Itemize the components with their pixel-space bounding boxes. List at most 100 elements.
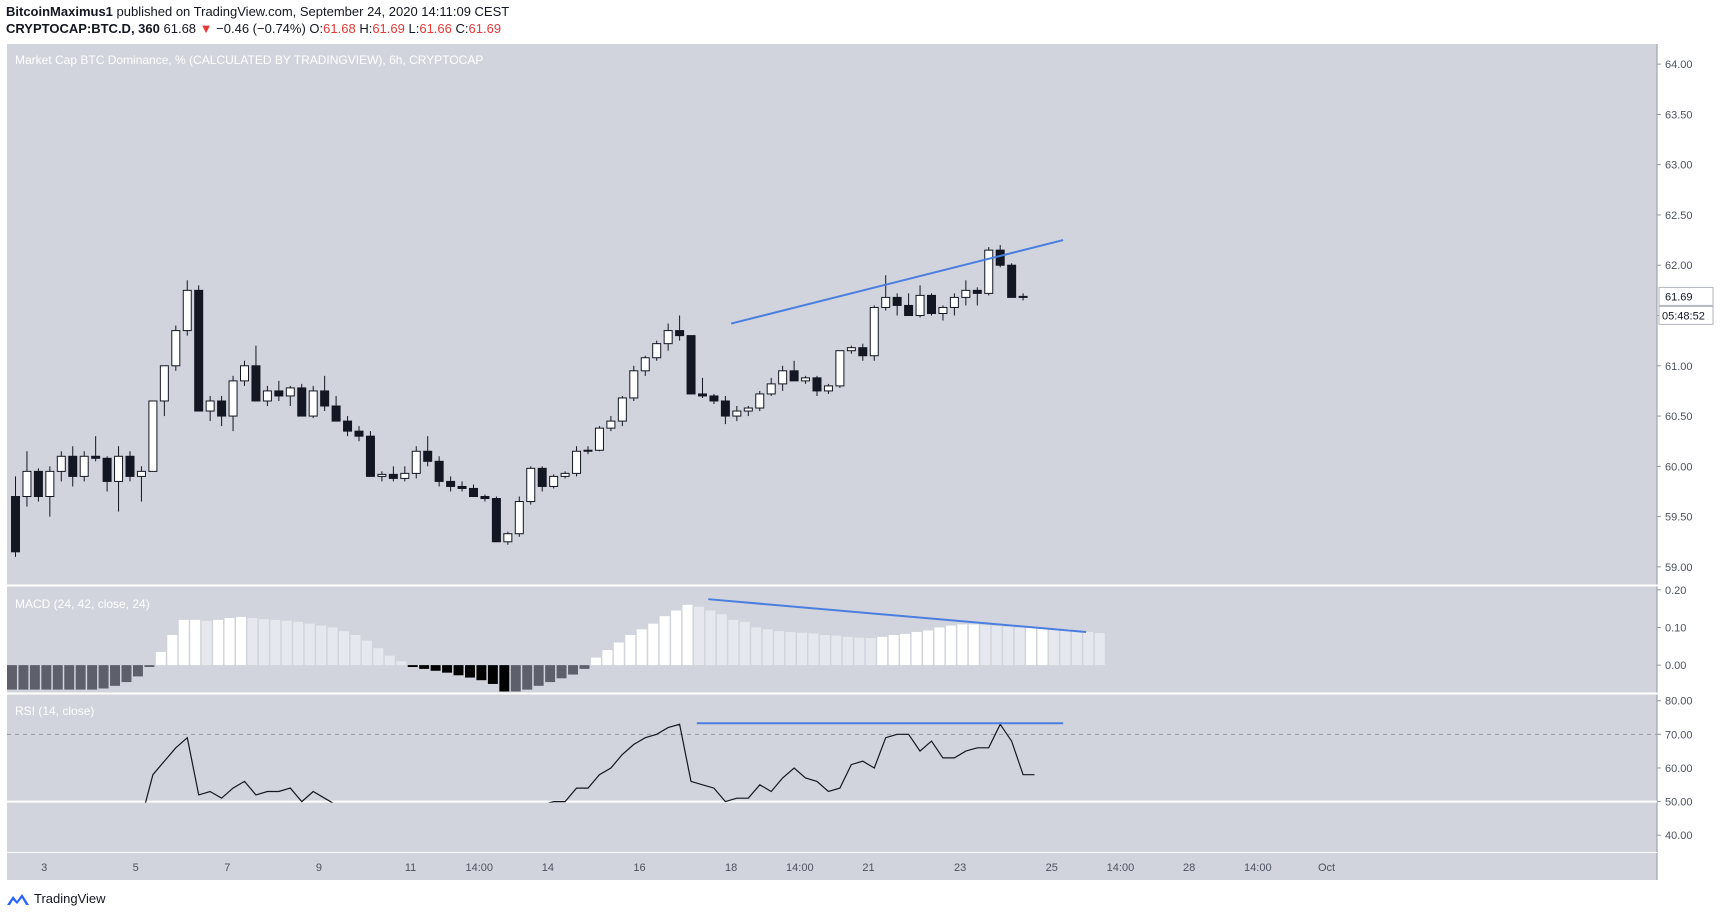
- countdown-label: 05:48:52: [1662, 310, 1705, 322]
- candle-down: [11, 496, 20, 553]
- macd-bar-positive: [224, 618, 235, 666]
- time-axis-label: 5: [133, 862, 139, 874]
- macd-trendline: [708, 598, 1087, 633]
- candle-down: [972, 289, 982, 294]
- macd-bar-positive: [1026, 627, 1036, 666]
- macd-bar-positive: [980, 625, 991, 666]
- price-tick-label: 62.50: [1665, 210, 1693, 222]
- candle-down: [434, 460, 444, 482]
- last-price-label: 61.69: [1665, 291, 1693, 303]
- macd-bar-negative: [7, 665, 17, 690]
- macd-bar-positive: [865, 637, 876, 666]
- candle-down: [423, 450, 433, 462]
- candle-up: [869, 306, 879, 357]
- candle-up: [560, 472, 570, 477]
- candle-up: [606, 420, 616, 429]
- down-arrow-icon: ▼: [199, 21, 213, 36]
- macd-bar-negative: [132, 665, 143, 677]
- high-label: H:: [359, 21, 373, 36]
- rsi-tick-label: 60.00: [1665, 763, 1693, 775]
- time-axis-label: 3: [41, 862, 47, 874]
- macd-bar-positive: [1083, 631, 1094, 666]
- macd-bar-positive: [716, 614, 727, 666]
- candle-up: [915, 294, 925, 317]
- price-tick-label: 60.50: [1665, 411, 1693, 423]
- time-axis-label: 18: [725, 862, 737, 874]
- macd-bar-positive: [613, 642, 624, 666]
- time-axis-label: Oct: [1318, 862, 1335, 874]
- rsi-tick-label: 50.00: [1665, 797, 1693, 809]
- macd-bar-positive: [1060, 628, 1071, 666]
- low-label: L:: [408, 21, 420, 36]
- macd-bar-positive: [327, 627, 338, 666]
- candle-up: [732, 410, 742, 417]
- macd-bar-positive: [201, 620, 212, 666]
- macd-bar-negative: [64, 665, 75, 690]
- macd-bar-positive: [785, 631, 796, 666]
- rsi-tick-label: 70.00: [1665, 729, 1693, 741]
- author-name[interactable]: BitcoinMaximus1: [6, 4, 113, 19]
- candle-up: [778, 370, 788, 385]
- macd-bar-positive: [213, 619, 224, 666]
- candle-up: [846, 347, 856, 352]
- candle-up: [572, 450, 582, 474]
- countdown-box: [1658, 305, 1714, 325]
- macd-bar-positive: [247, 618, 258, 666]
- price-tick-label: 59.50: [1665, 512, 1693, 524]
- macd-bar-positive: [396, 661, 407, 666]
- macd-bar-positive: [258, 619, 269, 666]
- candle-up: [22, 470, 32, 498]
- macd-bar-positive: [648, 623, 659, 666]
- candle-down: [297, 387, 307, 417]
- time-axis-label: 14:00: [1244, 862, 1272, 874]
- open-label: O:: [309, 21, 324, 36]
- rsi-tick-label: 40.00: [1665, 830, 1693, 842]
- macd-bar-positive: [373, 648, 384, 666]
- macd-bar-negative: [87, 665, 98, 690]
- candle-down: [491, 498, 501, 543]
- candle-down: [320, 390, 330, 407]
- candle-down: [698, 393, 707, 397]
- tradingview-footer[interactable]: TradingView: [6, 891, 106, 906]
- candle-down: [789, 370, 799, 382]
- candle-down: [480, 496, 490, 500]
- macd-bar-negative: [579, 665, 590, 669]
- macd-bar-positive: [854, 637, 865, 666]
- macd-bar-positive: [178, 619, 189, 666]
- macd-bar-positive: [339, 631, 349, 666]
- macd-bar-negative: [98, 665, 109, 689]
- candle-up: [663, 330, 673, 345]
- candle-down: [91, 455, 101, 459]
- candle-down: [125, 455, 135, 477]
- macd-bar-negative: [453, 665, 464, 676]
- price-tick-label: 60.00: [1665, 461, 1693, 473]
- symbol-label: CRYPTOCAP:BTC.D, 360: [6, 21, 160, 36]
- last-price-box: [1658, 286, 1714, 306]
- macd-bar-positive: [991, 625, 1002, 666]
- macd-bar-positive: [1037, 627, 1048, 666]
- candle-up: [617, 397, 627, 422]
- candle-up: [159, 365, 169, 402]
- candle-up: [285, 387, 295, 397]
- macd-bar-positive: [705, 610, 716, 666]
- macd-bar-positive: [945, 625, 956, 666]
- candle-up: [400, 472, 410, 479]
- candle-up: [949, 296, 959, 308]
- macd-bar-positive: [774, 631, 785, 666]
- time-axis-label: 11: [405, 862, 416, 874]
- candle-up: [629, 370, 639, 399]
- candle-down: [102, 457, 112, 482]
- macd-bar-negative: [442, 665, 453, 673]
- candle-up: [743, 407, 753, 412]
- macd-bar-negative: [407, 665, 418, 668]
- macd-bar-positive: [316, 625, 327, 666]
- candle-down: [365, 435, 375, 477]
- price-trendline: [730, 239, 1064, 325]
- candle-down: [812, 377, 822, 392]
- tradingview-brand: TradingView: [34, 891, 106, 906]
- macd-tick-label: 0.20: [1665, 585, 1686, 597]
- candle-up: [984, 249, 994, 294]
- macd-bar-positive: [762, 629, 773, 666]
- macd-bar-positive: [831, 635, 842, 666]
